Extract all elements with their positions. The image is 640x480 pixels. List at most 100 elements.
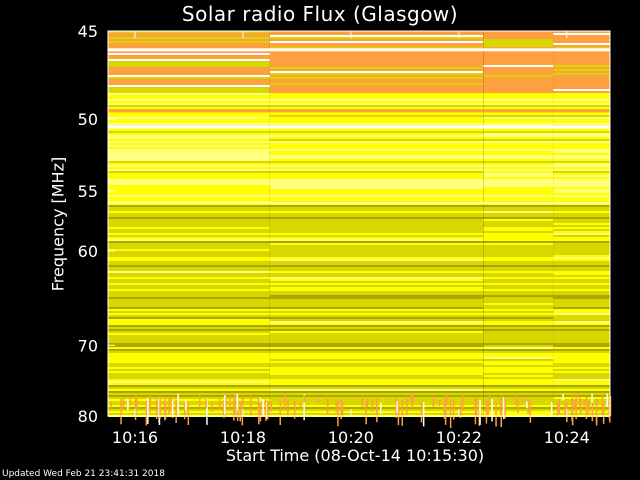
heatmap-cell	[553, 115, 610, 117]
heatmap-cell	[269, 393, 484, 395]
heatmap-cell	[269, 335, 484, 337]
x-tick-label: 10:24	[544, 428, 590, 447]
heatmap-cell	[553, 121, 610, 123]
burst-streak	[522, 396, 524, 403]
heatmap-cell	[269, 209, 484, 211]
heatmap-cell	[269, 101, 484, 103]
heatmap-cell	[269, 211, 484, 213]
burst-streak	[591, 402, 594, 422]
heatmap-cell	[108, 327, 270, 329]
burst-streak	[557, 402, 559, 418]
heatmap-cell	[108, 73, 270, 75]
heatmap-cell	[553, 107, 610, 109]
heatmap-cell	[553, 275, 610, 277]
heatmap-cell	[553, 33, 610, 35]
heatmap-cell	[269, 195, 484, 197]
heatmap-cell	[483, 363, 554, 365]
heatmap-cell	[553, 131, 610, 133]
burst-streak	[401, 400, 403, 426]
heatmap-cell	[553, 85, 610, 87]
heatmap-cell	[553, 213, 610, 215]
burst-streak	[229, 393, 231, 411]
heatmap-cell	[269, 73, 484, 75]
heatmap-cell	[483, 117, 554, 119]
heatmap-cell	[108, 369, 270, 371]
heatmap-cell	[553, 375, 610, 377]
heatmap-cell	[483, 231, 554, 233]
burst-streak	[293, 401, 296, 419]
heatmap-cell	[483, 275, 554, 277]
heatmap-cell	[553, 217, 610, 219]
heatmap-cell	[269, 193, 484, 195]
heatmap-cell	[483, 377, 554, 379]
heatmap-cell	[483, 137, 554, 139]
heatmap-cell	[483, 327, 554, 329]
heatmap-cell	[553, 101, 610, 103]
heatmap-cell	[108, 251, 270, 253]
heatmap-cell	[483, 341, 554, 343]
heatmap-cell	[108, 63, 270, 65]
burst-streak	[395, 397, 397, 418]
heatmap-cell	[553, 185, 610, 187]
heatmap-cell	[108, 209, 270, 211]
heatmap-cell	[269, 315, 484, 317]
heatmap-cell	[483, 195, 554, 197]
heatmap-cell	[483, 41, 554, 43]
heatmap-cell	[483, 83, 554, 85]
heatmap-cell	[483, 273, 554, 275]
burst-streak	[574, 400, 576, 408]
heatmap-cell	[108, 121, 270, 123]
heatmap-cell	[483, 359, 554, 361]
heatmap-cell	[553, 321, 610, 323]
heatmap-cell	[553, 325, 610, 327]
heatmap-cell	[108, 309, 270, 311]
heatmap-cell	[553, 353, 610, 355]
heatmap-cell	[483, 131, 554, 133]
heatmap-cell	[269, 97, 484, 99]
heatmap-cell	[553, 243, 610, 245]
heatmap-cell	[553, 143, 610, 145]
heatmap-cell	[269, 297, 484, 299]
heatmap-cell	[108, 53, 270, 55]
heatmap-cell	[108, 305, 270, 307]
heatmap-cell	[269, 349, 484, 351]
heatmap-cell	[553, 255, 610, 257]
heatmap-cell	[553, 37, 610, 39]
heatmap-cell	[553, 265, 610, 267]
heatmap-cell	[483, 345, 554, 347]
heatmap-cell	[483, 171, 554, 173]
burst-streak	[575, 394, 577, 420]
burst-streak	[602, 402, 605, 424]
heatmap-cell	[553, 257, 610, 259]
heatmap-cell	[553, 239, 610, 241]
heatmap-cell	[269, 37, 484, 39]
heatmap-cell	[269, 261, 484, 263]
heatmap-band	[108, 48, 610, 52]
heatmap-cell	[553, 233, 610, 235]
heatmap-cell	[483, 387, 554, 389]
burst-streak	[168, 396, 170, 415]
heatmap-cell	[553, 225, 610, 227]
burst-streak	[588, 401, 590, 411]
heatmap-cell	[483, 61, 554, 63]
heatmap-cell	[108, 301, 270, 303]
heatmap-cell	[108, 123, 270, 125]
heatmap-cell	[269, 323, 484, 325]
heatmap-cell	[108, 45, 270, 47]
heatmap-cell	[269, 299, 484, 301]
heatmap-cell	[108, 55, 270, 57]
burst-streak	[164, 398, 166, 421]
heatmap-cell	[108, 145, 270, 147]
heatmap-cell	[269, 301, 484, 303]
heatmap-cell	[553, 327, 610, 329]
heatmap-cell	[483, 197, 554, 199]
burst-streak	[159, 395, 161, 419]
heatmap-cell	[108, 197, 270, 199]
heatmap-cell	[483, 293, 554, 295]
heatmap-cell	[269, 389, 484, 391]
heatmap-cell	[483, 279, 554, 281]
heatmap-cell	[553, 361, 610, 363]
heatmap-cell	[108, 219, 270, 221]
heatmap-cell	[108, 329, 270, 331]
heatmap-cell	[108, 137, 270, 139]
